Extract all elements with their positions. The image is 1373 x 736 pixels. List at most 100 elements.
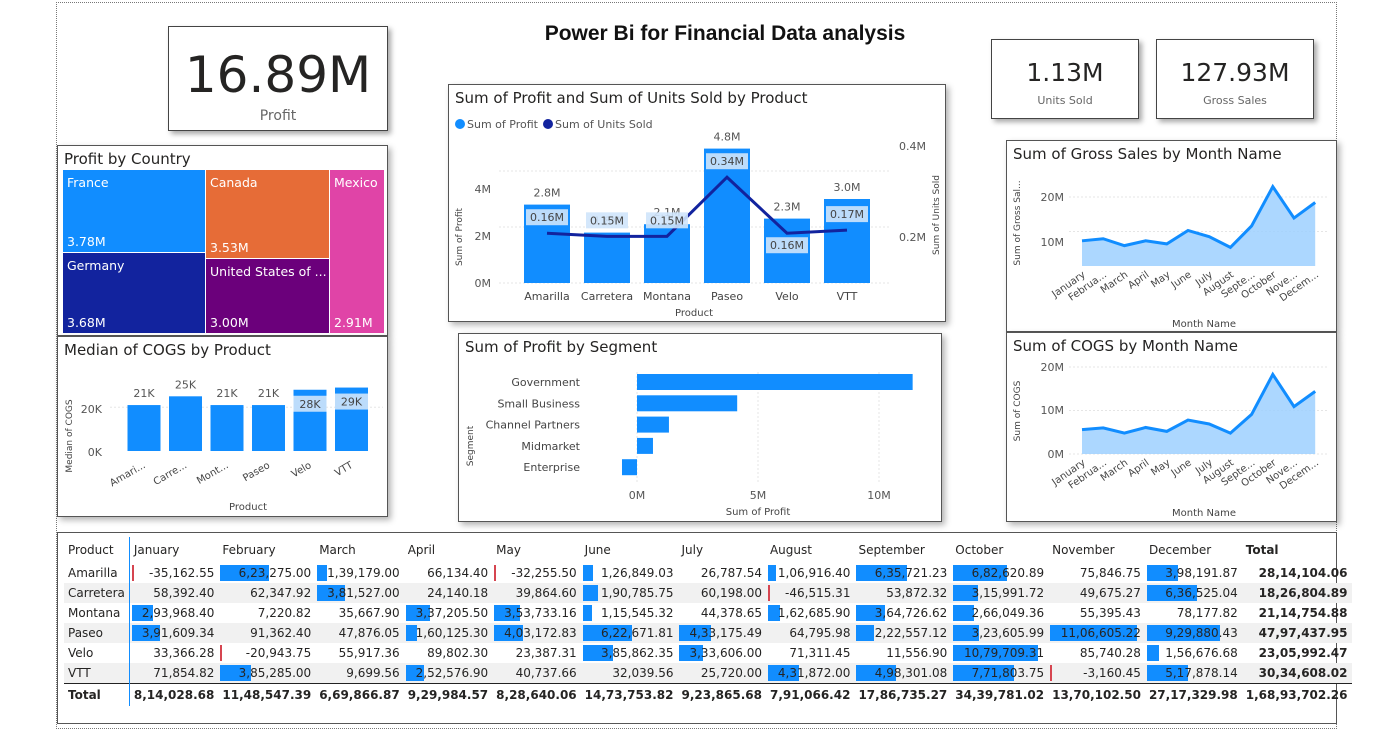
cell-value: 10,79,709.31 bbox=[963, 646, 1045, 660]
y-tick: 20K bbox=[81, 403, 103, 416]
y2-tick: 0.4M bbox=[899, 140, 926, 153]
cell-value: 1,39,179.00 bbox=[327, 566, 400, 580]
table-cell: 3,15,991.72 bbox=[951, 583, 1049, 603]
column-header[interactable]: October bbox=[955, 543, 1004, 557]
column-header[interactable]: May bbox=[496, 543, 521, 557]
cell-value: 47,876.05 bbox=[338, 626, 400, 640]
data-bar bbox=[1050, 625, 1138, 641]
negative-data-bar bbox=[131, 565, 134, 581]
y-tick: 2M bbox=[475, 230, 492, 243]
x-tick: 0M bbox=[629, 489, 646, 502]
column-header-product[interactable]: Product bbox=[64, 537, 130, 563]
cell-value: 58,392.40 bbox=[153, 586, 215, 600]
column-header[interactable]: June bbox=[584, 543, 611, 557]
table-cell: 6,22,671.81 bbox=[580, 623, 678, 643]
cell-value: 11,556.90 bbox=[886, 646, 948, 660]
cell-value: 9,699.56 bbox=[346, 666, 400, 680]
table-cell: 6,23,275.00 bbox=[218, 563, 315, 583]
table-cell: 7,71,803.75 bbox=[951, 663, 1049, 684]
table-cell: 1,60,125.30 bbox=[403, 623, 493, 643]
cell-value: 3,53,733.16 bbox=[504, 606, 577, 620]
table-cell: 44,378.65 bbox=[677, 603, 765, 623]
bar-data-label: 21K bbox=[133, 387, 155, 400]
line-label-bg bbox=[766, 237, 808, 254]
data-bar bbox=[679, 625, 711, 641]
profit-by-country-panel[interactable]: Profit by Country France 3.78M Canada 3.… bbox=[57, 145, 388, 336]
median-cogs-chart: Median of COGS 20K 0K Product 21K Amari..… bbox=[65, 378, 383, 513]
profit-units-panel[interactable]: Sum of Profit and Sum of Units Sold by P… bbox=[448, 84, 946, 322]
table-cell: 23,387.31 bbox=[492, 643, 580, 663]
cogs-month-panel[interactable]: Sum of COGS by Month Name Sum of COGS 20… bbox=[1006, 332, 1337, 522]
cell-value: 35,667.90 bbox=[338, 606, 400, 620]
column-header[interactable]: December bbox=[1148, 543, 1212, 557]
cell-value: 6,82,620.89 bbox=[971, 566, 1045, 580]
column-total: 8,14,028.68 bbox=[129, 683, 219, 706]
cell-value: 55,917.36 bbox=[338, 646, 400, 660]
profit-label: Profit bbox=[259, 108, 297, 124]
column-header[interactable]: January bbox=[133, 543, 180, 557]
row-total: 21,14,754.88 bbox=[1258, 606, 1348, 620]
column-total: 27,17,329.98 bbox=[1144, 683, 1242, 706]
x-tick: 5M bbox=[750, 489, 767, 502]
table-cell: 3,33,606.00 bbox=[677, 643, 765, 663]
cell-value: 3,91,609.34 bbox=[141, 626, 215, 640]
table-row[interactable]: Velo 33,366.28 -20,943.75 55,917.36 89,802.3… bbox=[64, 643, 1352, 663]
column-header[interactable]: August bbox=[769, 543, 812, 557]
column-header[interactable]: July bbox=[681, 543, 704, 557]
data-bar bbox=[953, 625, 979, 641]
profit-matrix[interactable]: Product January February March April May June J… bbox=[64, 537, 1352, 706]
column-header[interactable]: March bbox=[319, 543, 356, 557]
cell-value: 1,62,685.90 bbox=[777, 606, 851, 620]
profit-matrix-panel[interactable]: Product January February March April May June J… bbox=[57, 532, 1352, 724]
cell-value: 1,90,785.75 bbox=[600, 586, 674, 600]
table-row[interactable]: Carretera 58,392.40 62,347.92 3,81,527.00 24… bbox=[64, 583, 1352, 603]
y2-axis-title: Sum of Units Sold bbox=[932, 175, 942, 255]
gross-sales-card[interactable]: 127.93M Gross Sales bbox=[1156, 39, 1314, 119]
treemap-tile-germany[interactable]: Germany 3.68M bbox=[63, 252, 205, 333]
table-row[interactable]: Paseo 3,91,609.34 91,362.40 47,876.05 1,60,1… bbox=[64, 623, 1352, 643]
column-header[interactable]: November bbox=[1052, 543, 1115, 557]
treemap-tile-canada[interactable]: Canada 3.53M bbox=[205, 170, 329, 258]
gross-sales-label: Gross Sales bbox=[1203, 94, 1267, 107]
row-header: Amarilla bbox=[64, 563, 130, 583]
bar-data-label: 29K bbox=[341, 396, 363, 409]
column-header[interactable]: April bbox=[407, 543, 436, 557]
table-cell: 1,56,676.68 bbox=[1145, 643, 1242, 663]
column-total: 17,86,735.27 bbox=[854, 683, 952, 706]
profit-by-segment-panel[interactable]: Sum of Profit by Segment Segment 0M 5M 1… bbox=[458, 333, 942, 522]
cell-value: -32,255.50 bbox=[511, 566, 577, 580]
x-axis-title: Month Name bbox=[1172, 508, 1236, 519]
table-cell: 35,667.90 bbox=[315, 603, 403, 623]
median-cogs-panel[interactable]: Median of COGS by Product Median of COGS… bbox=[57, 336, 388, 517]
cell-value: 40,737.66 bbox=[515, 666, 577, 680]
row-total: 47,97,437.95 bbox=[1241, 623, 1352, 643]
data-label-bg bbox=[293, 395, 327, 412]
x-tick-label: VTT bbox=[333, 460, 356, 479]
table-row[interactable]: VTT 71,854.82 3,85,285.00 9,699.56 2,52,576.… bbox=[64, 663, 1352, 684]
line-units-sold bbox=[546, 175, 848, 238]
table-cell: 3,91,609.34 bbox=[129, 623, 219, 643]
table-row[interactable]: Montana 2,93,968.40 7,220.82 35,667.90 3,37,… bbox=[64, 603, 1352, 623]
column-header[interactable]: September bbox=[858, 543, 925, 557]
cell-value: 32,039.56 bbox=[612, 666, 674, 680]
data-bar bbox=[405, 605, 430, 621]
table-cell: 1,39,179.00 bbox=[315, 563, 403, 583]
treemap-tile-france[interactable]: France 3.78M bbox=[63, 170, 205, 252]
bar-data-label: 21K bbox=[216, 387, 238, 400]
column-total: 9,23,865.68 bbox=[677, 683, 766, 706]
cell-value: -20,943.75 bbox=[245, 646, 312, 660]
profit-card[interactable]: 16.89M Profit bbox=[168, 26, 388, 131]
table-row[interactable]: Amarilla -35,162.55 6,23,275.00 1,39,179.00… bbox=[64, 563, 1352, 583]
units-sold-card[interactable]: 1.13M Units Sold bbox=[991, 39, 1139, 119]
treemap-tile-mexico[interactable]: Mexico 2.91M bbox=[329, 170, 384, 333]
column-header[interactable]: Total bbox=[1245, 543, 1279, 557]
column-header[interactable]: February bbox=[222, 543, 276, 557]
table-cell: 91,362.40 bbox=[218, 623, 316, 643]
gross-sales-month-panel[interactable]: Sum of Gross Sales by Month Name Sum of … bbox=[1006, 140, 1337, 332]
x-tick-label: Paseo bbox=[241, 460, 272, 484]
y-axis-title: Sum of COGS bbox=[1013, 380, 1023, 441]
treemap-tile-united-states[interactable]: United States of ... 3.00M bbox=[205, 258, 329, 333]
gross-sales-month-title: Sum of Gross Sales by Month Name bbox=[1013, 145, 1282, 163]
table-cell: 6,36,525.04 bbox=[1144, 583, 1242, 603]
cell-value: 3,85,862.35 bbox=[600, 646, 674, 660]
